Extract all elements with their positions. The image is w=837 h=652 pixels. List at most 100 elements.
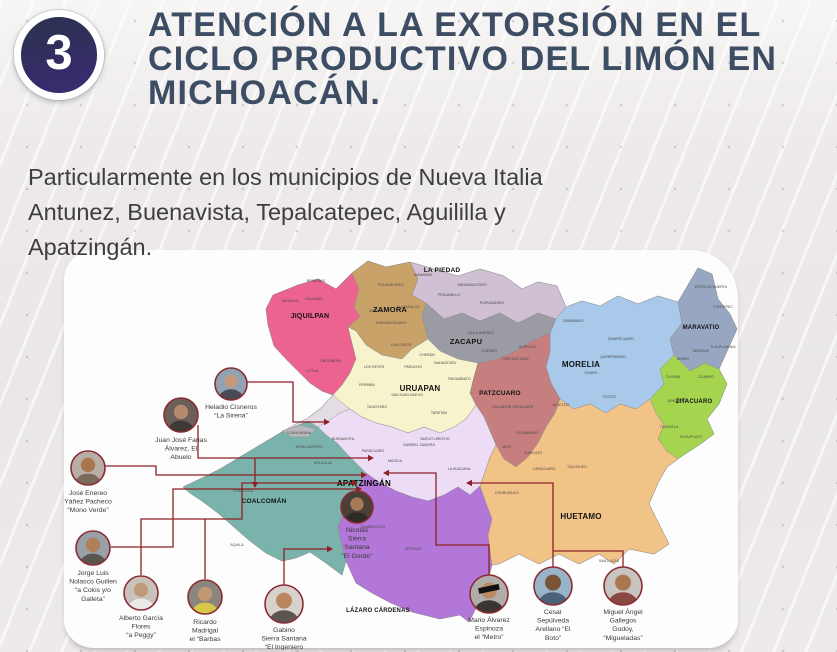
- municipality-label: BRISEÑAS: [307, 278, 326, 283]
- censor-bar: [478, 583, 500, 594]
- municipality-label: TZINTZUNTZAN: [502, 357, 529, 361]
- municipality-label: MÚGICA: [388, 458, 403, 463]
- person-photo-juan-jose-farias: [163, 397, 199, 433]
- map-region-maravatio: [669, 267, 738, 372]
- person-name-ricardo-madrigal: Madrigal: [192, 628, 219, 635]
- municipality-label: PARACHO: [404, 365, 422, 369]
- municipality-label: TURICATO: [524, 451, 542, 455]
- municipality-label: TANGANCÍCUARO: [375, 321, 406, 325]
- municipality-label: OCAMPO: [698, 375, 714, 379]
- map-region-huetamo: [479, 398, 679, 566]
- person-name-jose-enereo-yanez: José Enereo: [69, 490, 107, 497]
- person-name-cesar-sepulveda: Arellano “El: [535, 626, 571, 633]
- person-photo-ricardo-madrigal: [187, 579, 223, 615]
- connector-line-0: [247, 381, 326, 423]
- connector-arrowhead: [361, 471, 367, 479]
- municipality-label: AGUILILLA: [314, 461, 333, 465]
- municipality-label: LOS REYES: [364, 365, 385, 369]
- municipality-label: PERIBÁN: [359, 383, 375, 387]
- person-name-ricardo-madrigal: el “Barbas: [190, 636, 222, 643]
- municipality-label: TZITZIO: [602, 395, 616, 399]
- region-label-jiquilpan: JIQUILPAN: [291, 313, 330, 320]
- municipality-label: SALVADOR ESCALANTE: [492, 405, 534, 409]
- person-name-jose-enereo-yanez: Yáñez Pacheco: [64, 499, 112, 506]
- municipality-label: COAHUAYANA: [287, 431, 312, 435]
- step-number: 3: [45, 25, 73, 80]
- person-name-cesar-sepulveda: Sepúlveda: [537, 618, 569, 625]
- municipality-label: LA HUACANA: [448, 467, 471, 471]
- municipality-label: EPITACIO HUERTA: [695, 285, 728, 289]
- municipality-label: CHARO: [585, 371, 598, 375]
- municipality-label: TINGÜINDÍN: [320, 359, 341, 363]
- region-label-la-piedad: LA PIEDAD: [424, 267, 461, 274]
- municipality-label: TUZANTLA: [660, 425, 679, 429]
- region-label-huetamo: HUETAMO: [560, 512, 601, 521]
- connector-arrowhead: [324, 418, 330, 426]
- connector-line-8: [470, 482, 554, 567]
- person-name-nicolas-sierra: Santana: [344, 544, 370, 551]
- connector-line-1: [197, 425, 370, 459]
- connector-line-3: [105, 465, 363, 476]
- map-region-coalcoman: [182, 420, 367, 576]
- municipality-label: ECUANDUREO: [378, 283, 404, 287]
- municipality-label: ANGAMACUTIRO: [457, 283, 487, 287]
- person-name-miguel-gallegos: Godoy,: [612, 626, 634, 633]
- municipality-label: NUEVO URECHO: [420, 437, 450, 441]
- municipality-label: JUNGAPEO: [667, 399, 687, 403]
- person-photo-mario-alvarez: [469, 574, 509, 614]
- municipality-label: BUENAVISTA: [332, 437, 355, 441]
- municipality-label: SENGUIO: [693, 349, 710, 353]
- person-name-ricardo-madrigal: Ricardo: [193, 619, 217, 626]
- municipality-label: VILLA JIMÉNEZ: [468, 330, 495, 335]
- person-name-alberto-garcia: Alberto García: [119, 615, 163, 622]
- region-label-zacapu: ZACAPU: [450, 337, 482, 346]
- intro-paragraph: Particularmente en los municipios de Nue…: [28, 164, 543, 260]
- person-name-jorge-luis-nolasco: Nolasco Guillen: [69, 579, 117, 586]
- municipality-label: TACÁMBARO: [516, 431, 539, 435]
- municipality-label: QUIROGA: [519, 345, 537, 349]
- region-label-apatzingan: APATZINGÁN: [337, 479, 391, 488]
- region-label-coalcoman: COALCOMÁN: [242, 496, 287, 505]
- municipality-label: COENEO: [481, 349, 497, 353]
- region-label-lazaro-cardenas: LÁZARO CÁRDENAS: [346, 607, 410, 614]
- person-name-juan-jose-farias: Juan José Farias: [155, 437, 207, 444]
- municipality-label: IRIMBO: [677, 357, 690, 361]
- person-name-jorge-luis-nolasco: Galleta”: [81, 596, 106, 603]
- municipality-label: COTIJA: [306, 369, 319, 373]
- person-photo-alberto-garcia: [123, 575, 159, 611]
- person-photo-gabino-sierra: [264, 584, 304, 624]
- person-name-mario-alvarez: Mario Álvarez: [468, 615, 510, 624]
- municipality-label: CHERÁN: [419, 353, 435, 357]
- municipality-label: TIQUICHEO: [567, 465, 587, 469]
- municipality-label: TARÍMBARO: [562, 319, 583, 323]
- municipality-label: TARETAN: [431, 411, 448, 415]
- municipality-label: VILLAMAR: [305, 297, 323, 301]
- person-name-nicolas-sierra: Sierra: [348, 536, 366, 543]
- map-region-jiquilpan: [265, 272, 361, 396]
- person-photo-heladio-cisneros: [214, 367, 248, 401]
- connector-arrowhead: [327, 545, 333, 553]
- municipality-label: TANCÍTARO: [367, 405, 387, 409]
- person-name-gabino-sierra: Sierra Santana: [261, 636, 307, 643]
- person-name-nicolas-sierra: “El Gordo”: [341, 553, 373, 560]
- municipality-label: TEPALCATEPEC: [295, 445, 323, 449]
- connector-line-4: [111, 488, 358, 548]
- step-number-badge: 3: [14, 10, 104, 100]
- page-title: ATENCIÓN A LA EXTORSIÓN EN EL CICLO PROD…: [148, 6, 778, 112]
- person-name-juan-jose-farias: Álvarez, El: [165, 444, 198, 453]
- person-name-heladio-cisneros: Heladio Cisneros: [205, 404, 257, 411]
- person-name-mario-alvarez: el “Metro”: [474, 634, 504, 641]
- person-name-miguel-gallegos: Miguel Ángel: [603, 607, 643, 616]
- person-photo-cesar-sepulveda: [533, 566, 573, 606]
- municipality-label: TLALPUJAHUA: [710, 345, 736, 349]
- region-label-uruapan: URUAPAN: [400, 384, 441, 393]
- map-region-coahuayana-strip: [281, 424, 317, 438]
- municipality-label: QUERÉNDARO: [600, 354, 626, 359]
- person-name-jorge-luis-nolasco: “a Cokis y/o: [75, 587, 111, 594]
- person-name-jorge-luis-nolasco: Jorge Luis: [77, 570, 109, 577]
- municipality-label: SAN LUCAS: [599, 559, 620, 563]
- municipality-label: NAHUATZEN: [434, 361, 456, 365]
- person-photo-jose-enereo-yanez: [70, 450, 106, 486]
- region-label-zitacuaro: ZITACUARO: [676, 399, 713, 405]
- municipality-label: GABRIEL ZAMORA: [403, 443, 435, 447]
